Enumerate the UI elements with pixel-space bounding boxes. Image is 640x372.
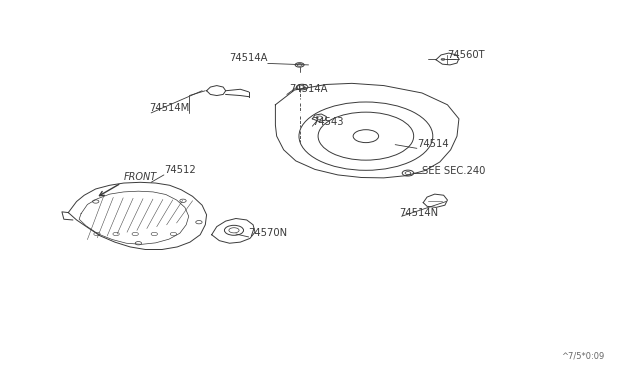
Text: 74514A: 74514A xyxy=(229,54,268,63)
Text: ^7/5*0:09: ^7/5*0:09 xyxy=(561,351,604,360)
Text: 74514A: 74514A xyxy=(289,84,328,94)
Text: FRONT: FRONT xyxy=(124,172,157,182)
Text: 74514N: 74514N xyxy=(399,208,439,218)
Text: 74543: 74543 xyxy=(312,117,344,127)
Text: SEE SEC.240: SEE SEC.240 xyxy=(422,166,485,176)
Text: 74560T: 74560T xyxy=(447,51,485,61)
Text: 74514: 74514 xyxy=(417,139,449,149)
Text: 74514M: 74514M xyxy=(149,103,189,113)
Text: 74570N: 74570N xyxy=(248,228,288,238)
Text: 74512: 74512 xyxy=(164,165,196,175)
